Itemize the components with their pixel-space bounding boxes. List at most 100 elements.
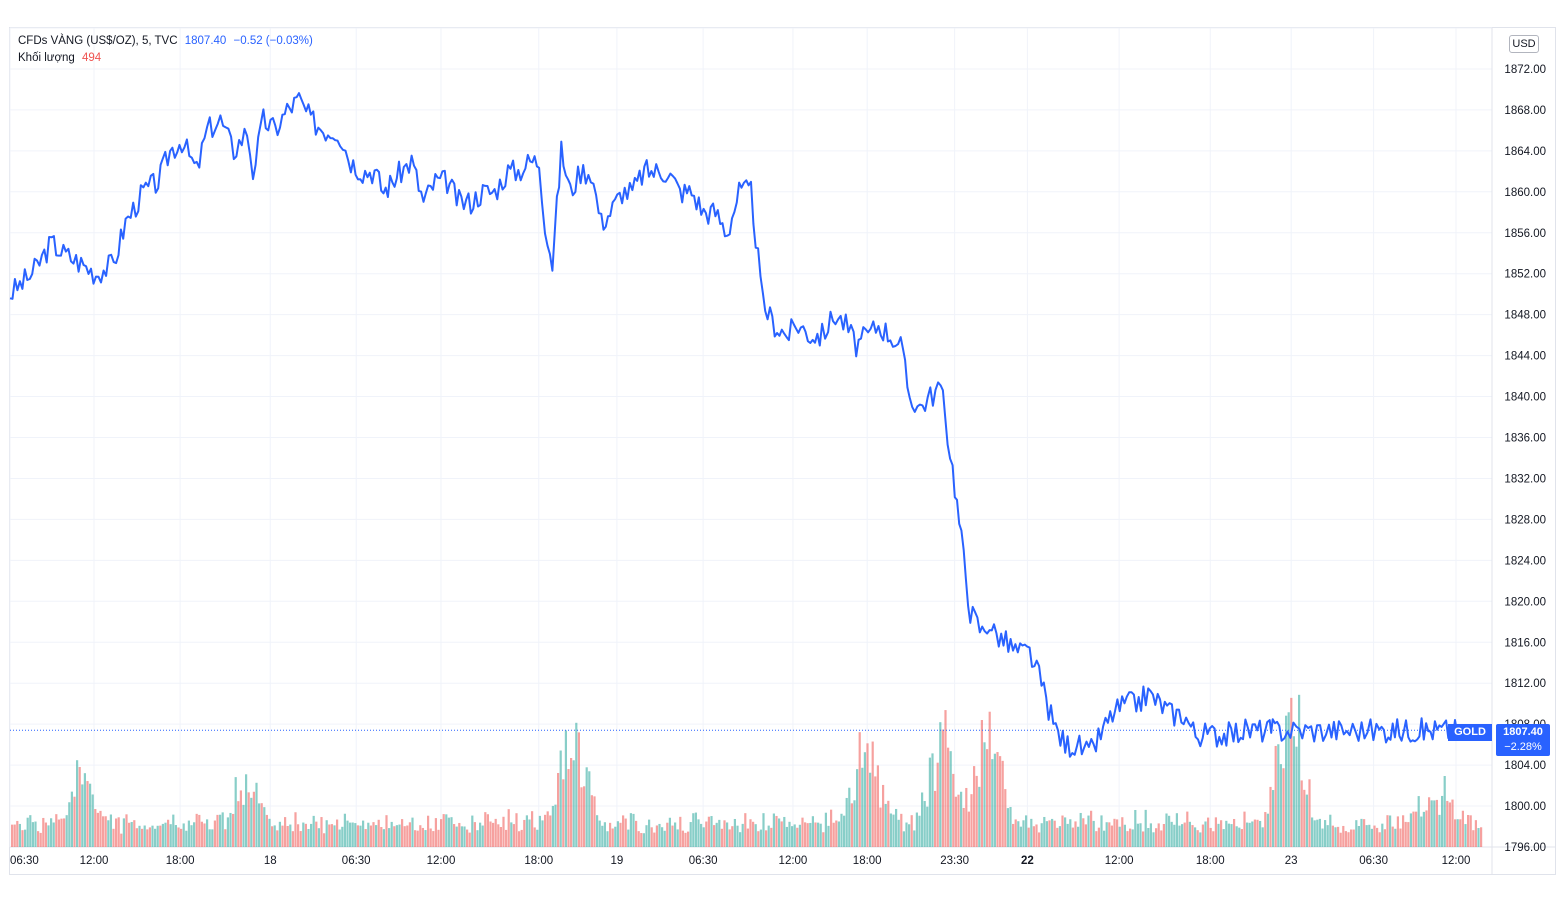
volume-bar (788, 821, 791, 847)
volume-bar (60, 818, 63, 847)
volume-bar (814, 822, 817, 847)
volume-bar (1103, 830, 1106, 847)
volume-bar (421, 827, 424, 847)
x-tick-label: 06:30 (10, 855, 39, 867)
y-tick-label: 1828.00 (1504, 514, 1546, 526)
volume-bar (770, 827, 773, 847)
volume-bar (291, 831, 294, 847)
volume-bar (1386, 815, 1389, 847)
volume-bar (346, 820, 349, 847)
volume-bar (1290, 697, 1293, 847)
volume-bar (520, 829, 523, 847)
volume-bar (271, 826, 274, 847)
volume-bar (156, 825, 159, 847)
volume-bar (879, 807, 882, 847)
volume-bar (109, 814, 112, 847)
volume-bar (999, 756, 1002, 847)
volume-bar (1253, 819, 1256, 847)
volume-bar (419, 825, 422, 847)
volume-bar (1040, 823, 1043, 847)
legend-symbol-row: CFDs VÀNG (US$/OZ), 5, TVC 1807.40 −0.52… (18, 35, 317, 47)
volume-bar (694, 812, 697, 847)
volume-bar (707, 816, 710, 847)
volume-bar (900, 813, 903, 847)
volume-bar (1311, 817, 1314, 847)
volume-bar (185, 830, 188, 847)
x-tick-label: 06:30 (689, 855, 718, 867)
volume-bar (458, 822, 461, 847)
volume-bar (120, 833, 123, 847)
volume-bar (76, 760, 79, 847)
volume-bar (1259, 820, 1262, 847)
volume-label[interactable]: Khối lượng (18, 52, 75, 64)
volume-bar (1334, 827, 1337, 847)
volume-bar (307, 828, 310, 847)
volume-bar (1165, 813, 1168, 847)
volume-bar (450, 817, 453, 847)
volume-bar (970, 794, 973, 847)
volume-bar (172, 814, 175, 847)
volume-bar (830, 809, 833, 847)
volume-bar (492, 822, 495, 847)
volume-bar (897, 819, 900, 847)
volume-bar (1045, 821, 1048, 847)
volume-bar (1126, 831, 1129, 847)
volume-bar (414, 830, 417, 847)
volume-bar (510, 822, 513, 847)
volume-bar (637, 831, 640, 847)
volume-bar (863, 752, 866, 847)
volume-bar (351, 822, 354, 847)
volume-bar (432, 831, 435, 847)
volume-bar (1092, 820, 1095, 847)
volume-bar (1248, 822, 1251, 847)
volume-bar (572, 760, 575, 847)
volume-bar (232, 813, 235, 847)
volume-bar (1030, 818, 1033, 847)
volume-bar (169, 824, 172, 847)
volume-bar (1152, 832, 1155, 847)
volume-bar (161, 823, 164, 847)
volume-bar (375, 825, 378, 847)
volume-bar (1438, 814, 1441, 847)
volume-bar (39, 832, 42, 847)
volume-bar (343, 813, 346, 847)
volume-bar (577, 732, 580, 847)
volume-bar (567, 769, 570, 847)
volume-bar (663, 830, 666, 847)
volume-bar (1331, 825, 1334, 847)
volume-bar (739, 832, 742, 847)
volume-bar (34, 821, 37, 847)
volume-bar (1412, 811, 1415, 847)
volume-bar (1422, 811, 1425, 847)
volume-bar (73, 796, 76, 847)
volume-bar (609, 822, 612, 847)
volume-bar (629, 813, 632, 847)
volume-bar (177, 827, 180, 847)
volume-bar (52, 822, 55, 847)
volume-bar (1318, 818, 1321, 847)
volume-bar (1181, 824, 1184, 847)
symbol-title[interactable]: CFDs VÀNG (US$/OZ), 5, TVC (18, 35, 178, 47)
volume-bar (533, 827, 536, 847)
volume-bar (871, 741, 874, 847)
volume-bar (1446, 800, 1449, 847)
volume-bar (226, 817, 229, 847)
volume-bar (1292, 736, 1295, 847)
volume-bar (850, 803, 853, 847)
volume-bar (780, 821, 783, 847)
currency-button[interactable]: USD (1509, 35, 1539, 53)
volume-bar (640, 833, 643, 847)
volume-bar (546, 811, 549, 847)
volume-bar (237, 801, 240, 847)
volume-bar (1175, 813, 1178, 847)
volume-bar (349, 822, 352, 847)
volume-bar (424, 830, 427, 847)
volume-bar (382, 829, 385, 847)
volume-bar (1368, 824, 1371, 847)
volume-bar (1350, 829, 1353, 847)
volume-bar (1056, 827, 1059, 847)
volume-bar (1025, 815, 1028, 847)
volume-bar (793, 824, 796, 847)
volume-bar (1038, 832, 1041, 847)
